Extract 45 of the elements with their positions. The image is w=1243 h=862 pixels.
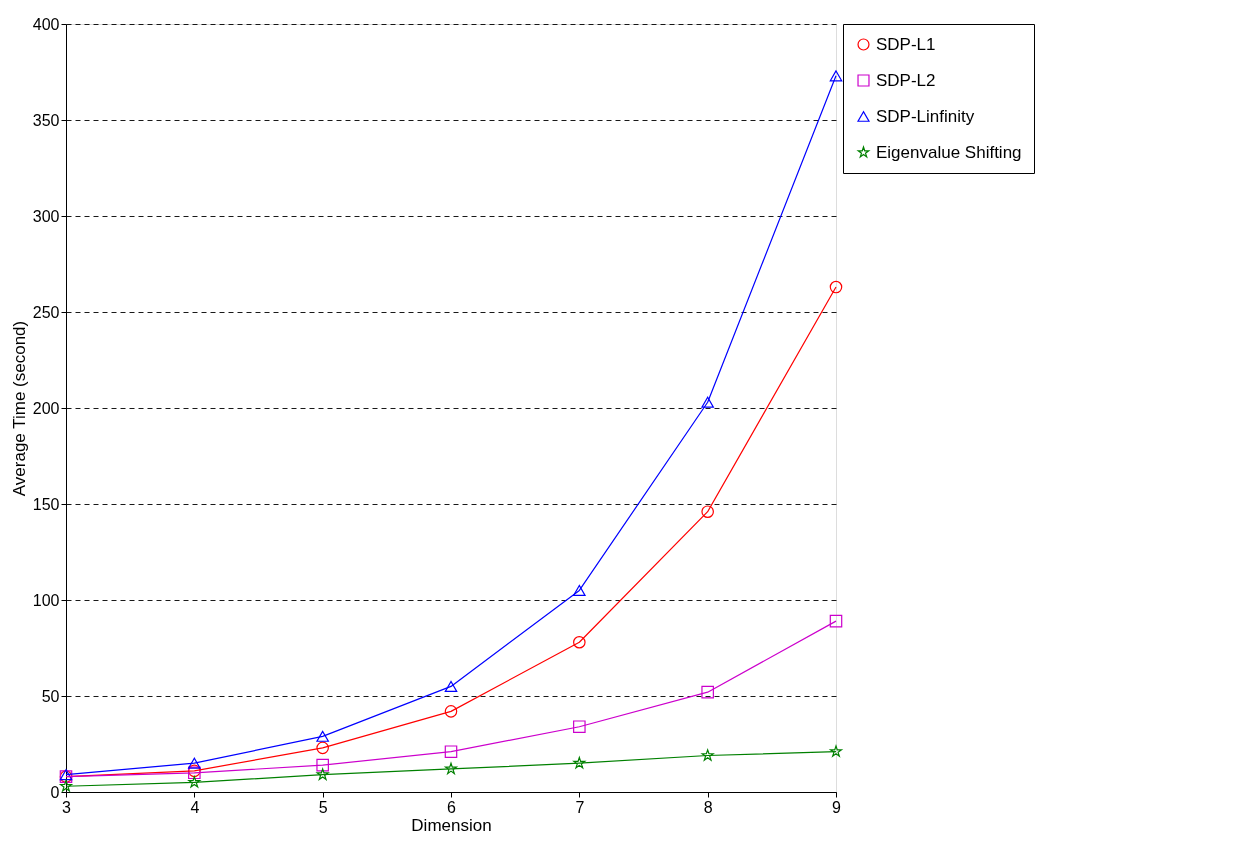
y-tick-label: 150	[32, 495, 60, 513]
point	[701, 685, 714, 699]
point	[701, 396, 714, 408]
point	[573, 720, 586, 734]
point	[316, 768, 329, 780]
point	[701, 505, 714, 518]
point	[573, 756, 586, 769]
legend-label: SDP-L2	[876, 70, 936, 90]
point	[829, 614, 843, 628]
y-tick-label: 100	[32, 591, 60, 609]
y-tick-label: 350	[32, 111, 60, 129]
x-axis-title: Dimension	[411, 815, 492, 835]
point	[316, 741, 329, 755]
y-axis-title: Average Time (second)	[9, 320, 29, 497]
y-tick-label: 200	[32, 399, 60, 417]
y-tick-label: 250	[32, 303, 60, 321]
point	[188, 776, 201, 788]
point	[59, 779, 73, 792]
point	[829, 745, 843, 757]
point	[444, 705, 458, 718]
point	[829, 70, 843, 82]
point	[573, 584, 586, 596]
point	[829, 280, 843, 294]
point	[701, 749, 714, 761]
x-tick-label: 3	[62, 798, 72, 816]
x-tick-label: 8	[703, 798, 713, 816]
legend-label: SDP-Linfinity	[876, 106, 975, 126]
point	[444, 680, 458, 692]
point	[188, 757, 201, 769]
point	[444, 762, 458, 775]
point	[444, 745, 458, 758]
legend-label: SDP-L1	[876, 34, 936, 54]
point	[316, 758, 329, 772]
x-tick-label: 9	[832, 798, 842, 816]
y-tick-label: 300	[32, 207, 60, 225]
x-tick-label: 4	[190, 798, 200, 816]
x-tick-label: 7	[575, 798, 585, 816]
y-tick-label: 400	[32, 15, 60, 33]
x-tick-label: 6	[447, 798, 457, 816]
y-tick-label: 0	[50, 783, 60, 801]
legend-label: Eigenvalue Shifting	[876, 142, 1022, 162]
y-tick-label: 50	[41, 687, 60, 705]
x-tick-label: 5	[318, 798, 328, 816]
point	[316, 730, 329, 742]
point	[573, 635, 586, 649]
